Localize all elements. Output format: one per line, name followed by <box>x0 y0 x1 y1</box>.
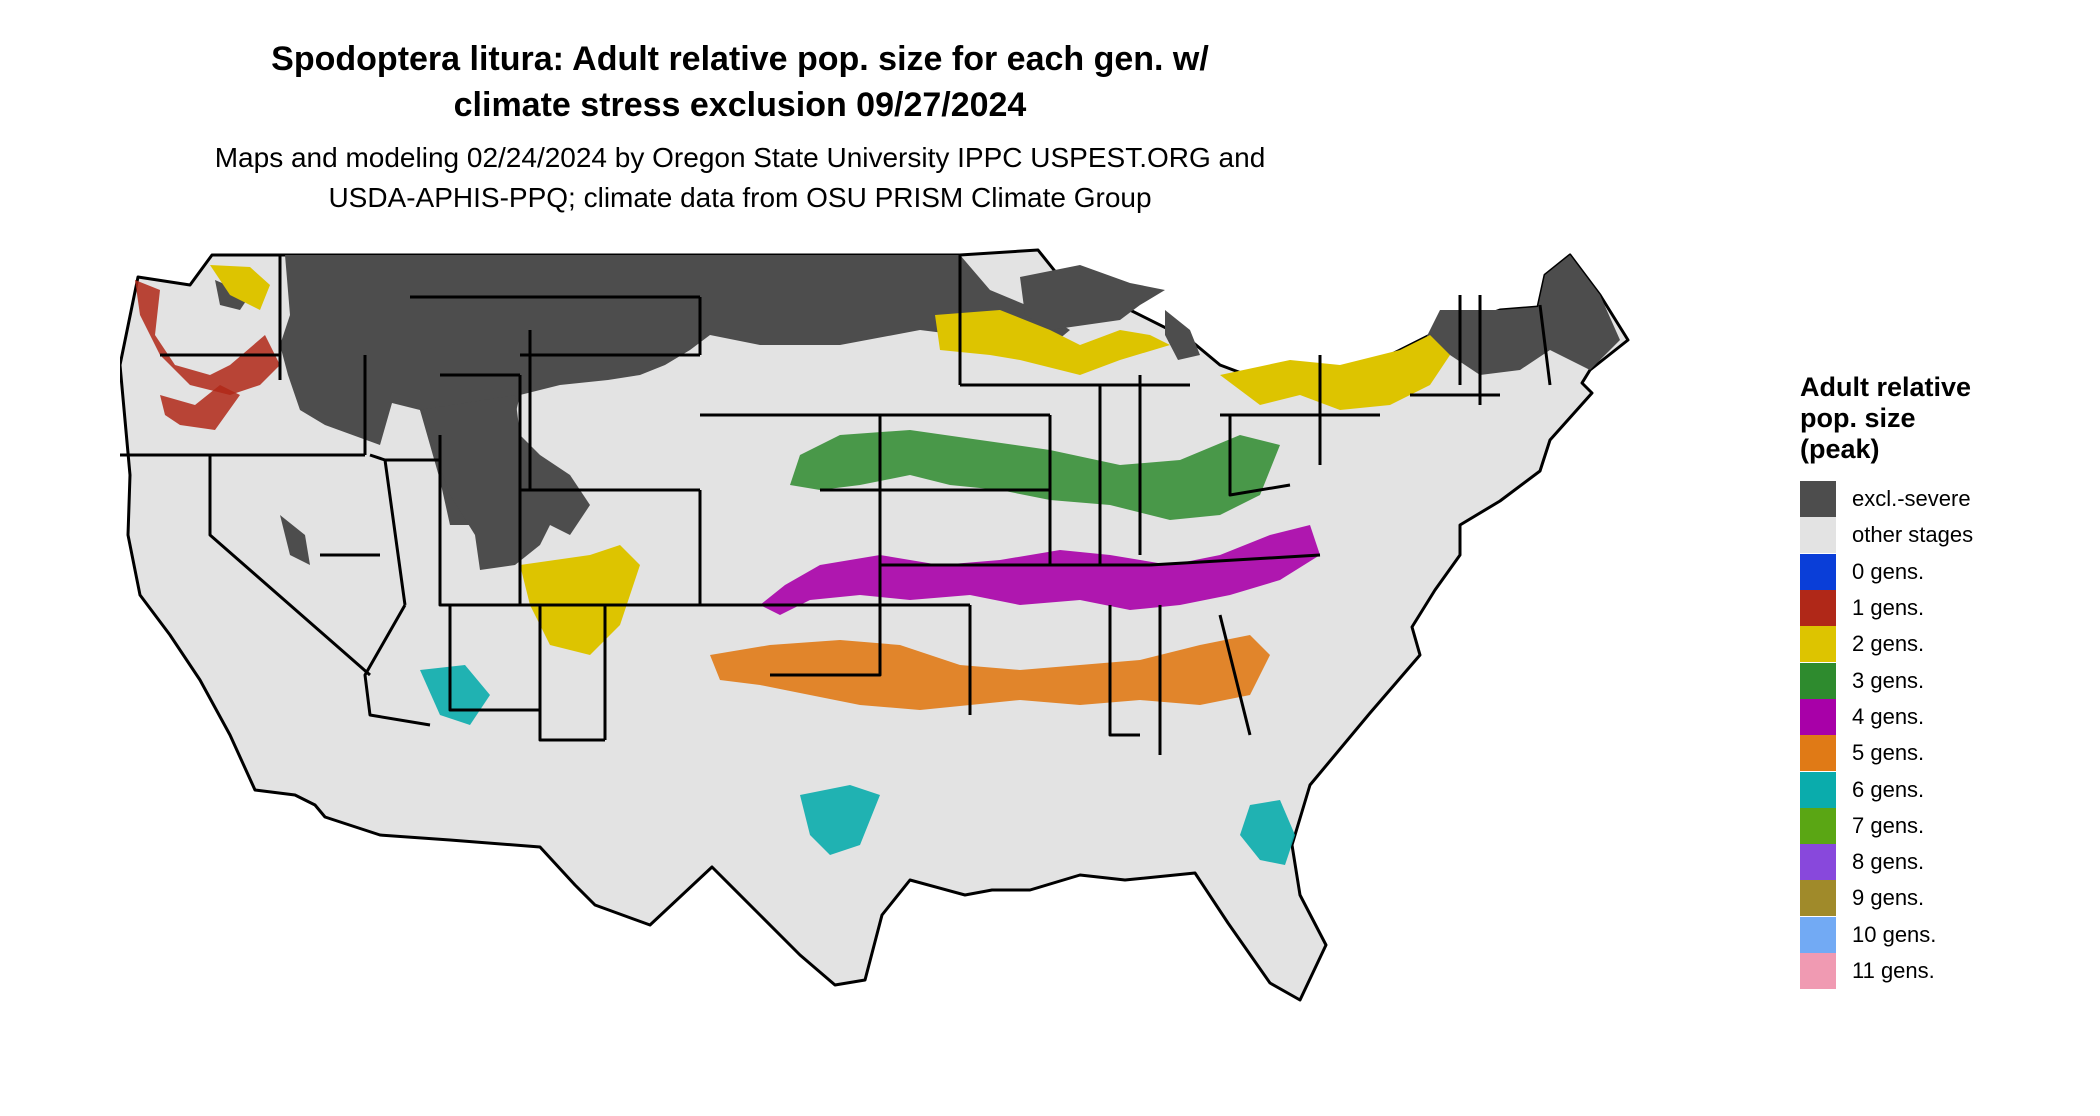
severe-exclusion-regions <box>215 255 1620 570</box>
legend-item: 6 gens. <box>1800 771 2090 808</box>
band-2-gen-northeast <box>1220 335 1450 410</box>
legend-item: other stages <box>1800 517 2090 554</box>
legend-item: 0 gens. <box>1800 553 2090 590</box>
legend-item: 1 gens. <box>1800 590 2090 627</box>
michigan-upper-exclusion <box>1165 310 1200 360</box>
legend-item: 4 gens. <box>1800 698 2090 735</box>
map-title-line-2: climate stress exclusion 09/27/2024 <box>453 86 1027 124</box>
legend-swatch <box>1800 626 1836 663</box>
band-2-gen-southwest <box>520 545 640 655</box>
legend-item: 10 gens. <box>1800 916 2090 953</box>
legend-swatch <box>1800 481 1836 518</box>
legend-label: 3 gens. <box>1852 667 1925 693</box>
band-6-gen-texas-coast <box>800 785 880 855</box>
legend-swatch <box>1800 553 1836 590</box>
upper-great-lakes-exclusion <box>1020 265 1165 330</box>
legend-swatch <box>1800 771 1836 808</box>
sierra-exclusion <box>280 515 310 565</box>
generation-bands <box>135 265 1450 865</box>
legend-swatch <box>1800 590 1836 627</box>
legend-label: 7 gens. <box>1852 812 1925 838</box>
legend-label: 2 gens. <box>1852 631 1925 657</box>
legend-swatch <box>1800 916 1836 953</box>
legend-items: excl.-severe other stages 0 gens. 1 gens. 2 … <box>1800 481 2090 989</box>
northeast-exclusion <box>1420 255 1620 375</box>
band-2-gen-washington <box>210 265 270 310</box>
legend-label: 10 gens. <box>1852 921 1937 947</box>
legend-swatch <box>1800 880 1836 917</box>
legend-swatch <box>1800 953 1836 989</box>
band-2-gen-great-lakes <box>935 310 1170 375</box>
legend-label: 11 gens. <box>1852 958 1935 983</box>
map-subtitle-line-2: USDA-APHIS-PPQ; climate data from OSU PR… <box>328 182 1152 213</box>
legend-title-line-1: Adult relative <box>1800 372 1972 402</box>
legend-swatch <box>1800 735 1836 772</box>
legend-label: 8 gens. <box>1852 849 1925 875</box>
legend-label: 6 gens. <box>1852 776 1925 802</box>
legend-label: 0 gens. <box>1852 558 1925 584</box>
legend-label: 4 gens. <box>1852 703 1925 729</box>
map-subtitle: Maps and modeling 02/24/2024 by Oregon S… <box>0 138 1480 218</box>
legend-item: 5 gens. <box>1800 735 2090 772</box>
legend-swatch <box>1800 844 1836 881</box>
band-6-gen-florida <box>1240 800 1295 865</box>
legend-label: 5 gens. <box>1852 740 1925 766</box>
map-title: Spodoptera litura: Adult relative pop. s… <box>0 36 1480 128</box>
map-title-line-1: Spodoptera litura: Adult relative pop. s… <box>271 40 1209 78</box>
legend-label: 9 gens. <box>1852 885 1925 911</box>
band-1-gen-northwest <box>135 280 280 395</box>
legend-item: 9 gens. <box>1800 880 2090 917</box>
legend-swatch <box>1800 662 1836 699</box>
legend-item: excl.-severe <box>1800 481 2090 518</box>
legend-label: excl.-severe <box>1852 486 1971 512</box>
legend-swatch <box>1800 517 1836 554</box>
map-subtitle-line-1: Maps and modeling 02/24/2024 by Oregon S… <box>214 142 1266 173</box>
band-1-gen-oregon <box>160 385 240 430</box>
rocky-mountain-exclusion <box>420 395 590 570</box>
legend-label: other stages <box>1852 522 1974 548</box>
legend-item: 3 gens. <box>1800 662 2090 699</box>
legend-title-line-2: pop. size <box>1800 403 1916 433</box>
legend-item: 7 gens. <box>1800 807 2090 844</box>
band-5-gen-gulf <box>710 635 1270 710</box>
legend-swatch <box>1800 698 1836 735</box>
band-3-gen-central <box>790 430 1280 520</box>
legend-label: 1 gens. <box>1852 595 1925 621</box>
band-4-gen-south <box>760 525 1320 615</box>
legend-title-line-3: (peak) <box>1800 434 1880 464</box>
legend-item: 11 gens. <box>1800 953 2090 989</box>
legend-swatch <box>1800 807 1836 844</box>
legend-item: 8 gens. <box>1800 844 2090 881</box>
legend-title: Adult relative pop. size (peak) <box>1800 372 2090 465</box>
legend-item: 2 gens. <box>1800 626 2090 663</box>
us-map <box>120 248 1630 1002</box>
map-legend: Adult relative pop. size (peak) excl.-se… <box>1800 372 2090 989</box>
state-boundaries <box>120 255 1552 755</box>
